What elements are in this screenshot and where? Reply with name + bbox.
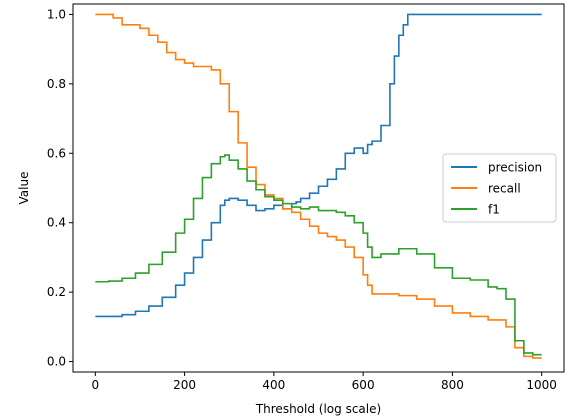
y-axis-ticks: 0.0 0.2 0.4 0.6 0.8 1.0 bbox=[47, 7, 73, 369]
legend-box bbox=[442, 153, 557, 223]
y-tick-label: 0.2 bbox=[47, 285, 66, 299]
x-axis-label: Threshold (log scale) bbox=[255, 402, 381, 416]
y-axis-label: Value bbox=[17, 172, 31, 205]
series-line-recall bbox=[95, 13, 542, 359]
series-line-f1 bbox=[95, 154, 542, 356]
series-line-precision bbox=[95, 13, 542, 318]
x-tick-label: 1000 bbox=[526, 378, 557, 392]
x-tick-label: 0 bbox=[91, 378, 99, 392]
legend-label-f1: f1 bbox=[488, 203, 500, 217]
y-tick-label: 1.0 bbox=[47, 7, 66, 21]
legend-label-precision: precision bbox=[488, 161, 542, 175]
y-tick-label: 0.6 bbox=[47, 146, 66, 160]
legend: precision recall f1 bbox=[442, 153, 557, 223]
y-tick-label: 0.4 bbox=[47, 216, 66, 230]
x-axis-ticks: 0 200 400 600 800 1000 bbox=[91, 372, 557, 392]
legend-label-recall: recall bbox=[488, 182, 521, 196]
y-tick-label: 0.8 bbox=[47, 77, 66, 91]
series-lines bbox=[95, 13, 542, 359]
x-tick-label: 200 bbox=[173, 378, 196, 392]
y-tick-label: 0.0 bbox=[47, 355, 66, 369]
x-tick-label: 600 bbox=[352, 378, 375, 392]
x-tick-label: 800 bbox=[441, 378, 464, 392]
x-tick-label: 400 bbox=[262, 378, 285, 392]
